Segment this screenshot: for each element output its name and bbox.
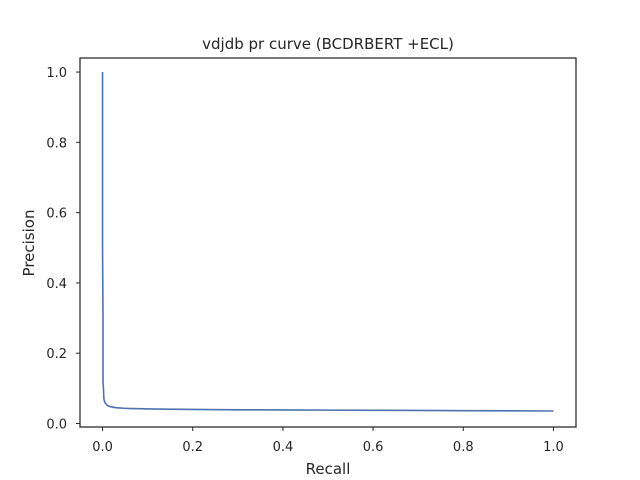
x-axis: 0.0 0.2 0.4 0.6 0.8 1.0 xyxy=(92,427,564,455)
x-tick-label: 0.2 xyxy=(182,440,203,455)
y-tick-label: 0.2 xyxy=(46,347,67,362)
y-tick-label: 0.0 xyxy=(46,417,67,432)
y-tick-label: 1.0 xyxy=(46,66,67,81)
y-axis-label: Precision xyxy=(20,210,38,277)
chart-title: vdjdb pr curve (BCDRBERT +ECL) xyxy=(202,35,454,53)
y-tick-label: 0.6 xyxy=(46,207,67,222)
pr-curve-line-0 xyxy=(101,72,554,412)
x-tick-label: 0.6 xyxy=(363,440,384,455)
y-tick-label: 0.8 xyxy=(46,136,67,151)
x-axis-label: Recall xyxy=(306,460,351,478)
x-tick-label: 0.4 xyxy=(273,440,294,455)
y-tick-label: 0.4 xyxy=(46,277,67,292)
plot-area xyxy=(101,72,554,412)
x-tick-label: 0.0 xyxy=(92,440,113,455)
y-axis: 0.0 0.2 0.4 0.6 0.8 1.0 xyxy=(46,66,80,432)
x-tick-label: 0.8 xyxy=(453,440,474,455)
plot-frame xyxy=(79,57,577,428)
x-tick-label: 1.0 xyxy=(543,440,564,455)
